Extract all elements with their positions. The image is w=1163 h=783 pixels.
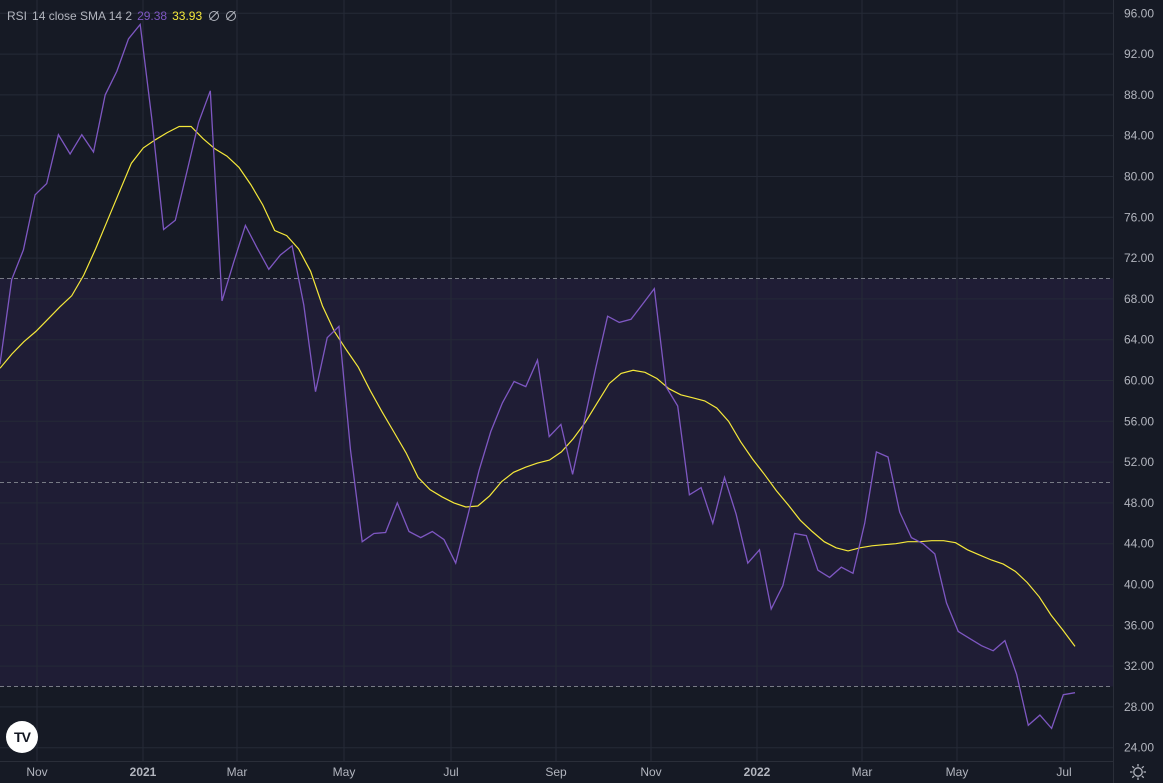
x-tick-label: Sep — [545, 765, 567, 779]
y-tick-label: 40.00 — [1124, 578, 1154, 592]
y-tick-label: 68.00 — [1124, 292, 1154, 306]
tradingview-logo[interactable]: TV — [6, 721, 38, 753]
indicator-legend[interactable]: RSI 14 close SMA 14 2 29.38 33.93 — [7, 8, 237, 24]
y-tick-label: 52.00 — [1124, 455, 1154, 469]
x-tick-label: Mar — [852, 765, 873, 779]
y-tick-label: 44.00 — [1124, 537, 1154, 551]
y-tick-label: 60.00 — [1124, 374, 1154, 388]
x-tick-label: 2022 — [744, 765, 771, 779]
y-tick-label: 88.00 — [1124, 88, 1154, 102]
time-axis[interactable]: Nov 2021 Mar May Jul Sep Nov 2022 Mar May Jul — [26, 765, 1071, 779]
hide-rsi-icon[interactable] — [209, 11, 220, 21]
x-tick-label: Nov — [640, 765, 661, 779]
rsi-line — [0, 22, 1076, 730]
x-tick-label: Jul — [1056, 765, 1071, 779]
y-tick-label: 80.00 — [1124, 169, 1154, 183]
y-tick-label: 28.00 — [1124, 700, 1154, 714]
y-tick-label: 96.00 — [1124, 6, 1154, 20]
price-axis[interactable]: 24.00 28.00 32.00 36.00 40.00 44.00 48.00 52.00… — [1124, 6, 1154, 754]
band-lines — [0, 277, 1113, 688]
hide-sma-icon[interactable] — [226, 11, 237, 21]
x-tick-label: May — [946, 765, 969, 779]
y-tick-label: 48.00 — [1124, 496, 1154, 510]
rsi-value: 29.38 — [137, 9, 168, 23]
x-tick-label: Mar — [227, 765, 248, 779]
y-tick-label: 32.00 — [1124, 659, 1154, 673]
x-tick-label: 2021 — [130, 765, 157, 779]
y-tick-label: 84.00 — [1124, 129, 1154, 143]
y-tick-label: 76.00 — [1124, 210, 1154, 224]
sma-line — [0, 125, 1076, 647]
y-tick-label: 92.00 — [1124, 47, 1154, 61]
x-tick-label: Nov — [26, 765, 47, 779]
indicator-params: 14 close SMA 14 2 — [32, 9, 133, 23]
x-tick-label: May — [333, 765, 356, 779]
settings-gear-icon[interactable] — [1129, 763, 1147, 781]
y-tick-label: 72.00 — [1124, 251, 1154, 265]
grid-lines — [0, 0, 1113, 761]
y-tick-label: 64.00 — [1124, 333, 1154, 347]
y-tick-label: 24.00 — [1124, 741, 1154, 755]
sma-value: 33.93 — [172, 9, 203, 23]
x-tick-label: Jul — [443, 765, 458, 779]
y-tick-label: 36.00 — [1124, 618, 1154, 632]
y-tick-label: 56.00 — [1124, 414, 1154, 428]
indicator-name: RSI — [7, 9, 28, 23]
